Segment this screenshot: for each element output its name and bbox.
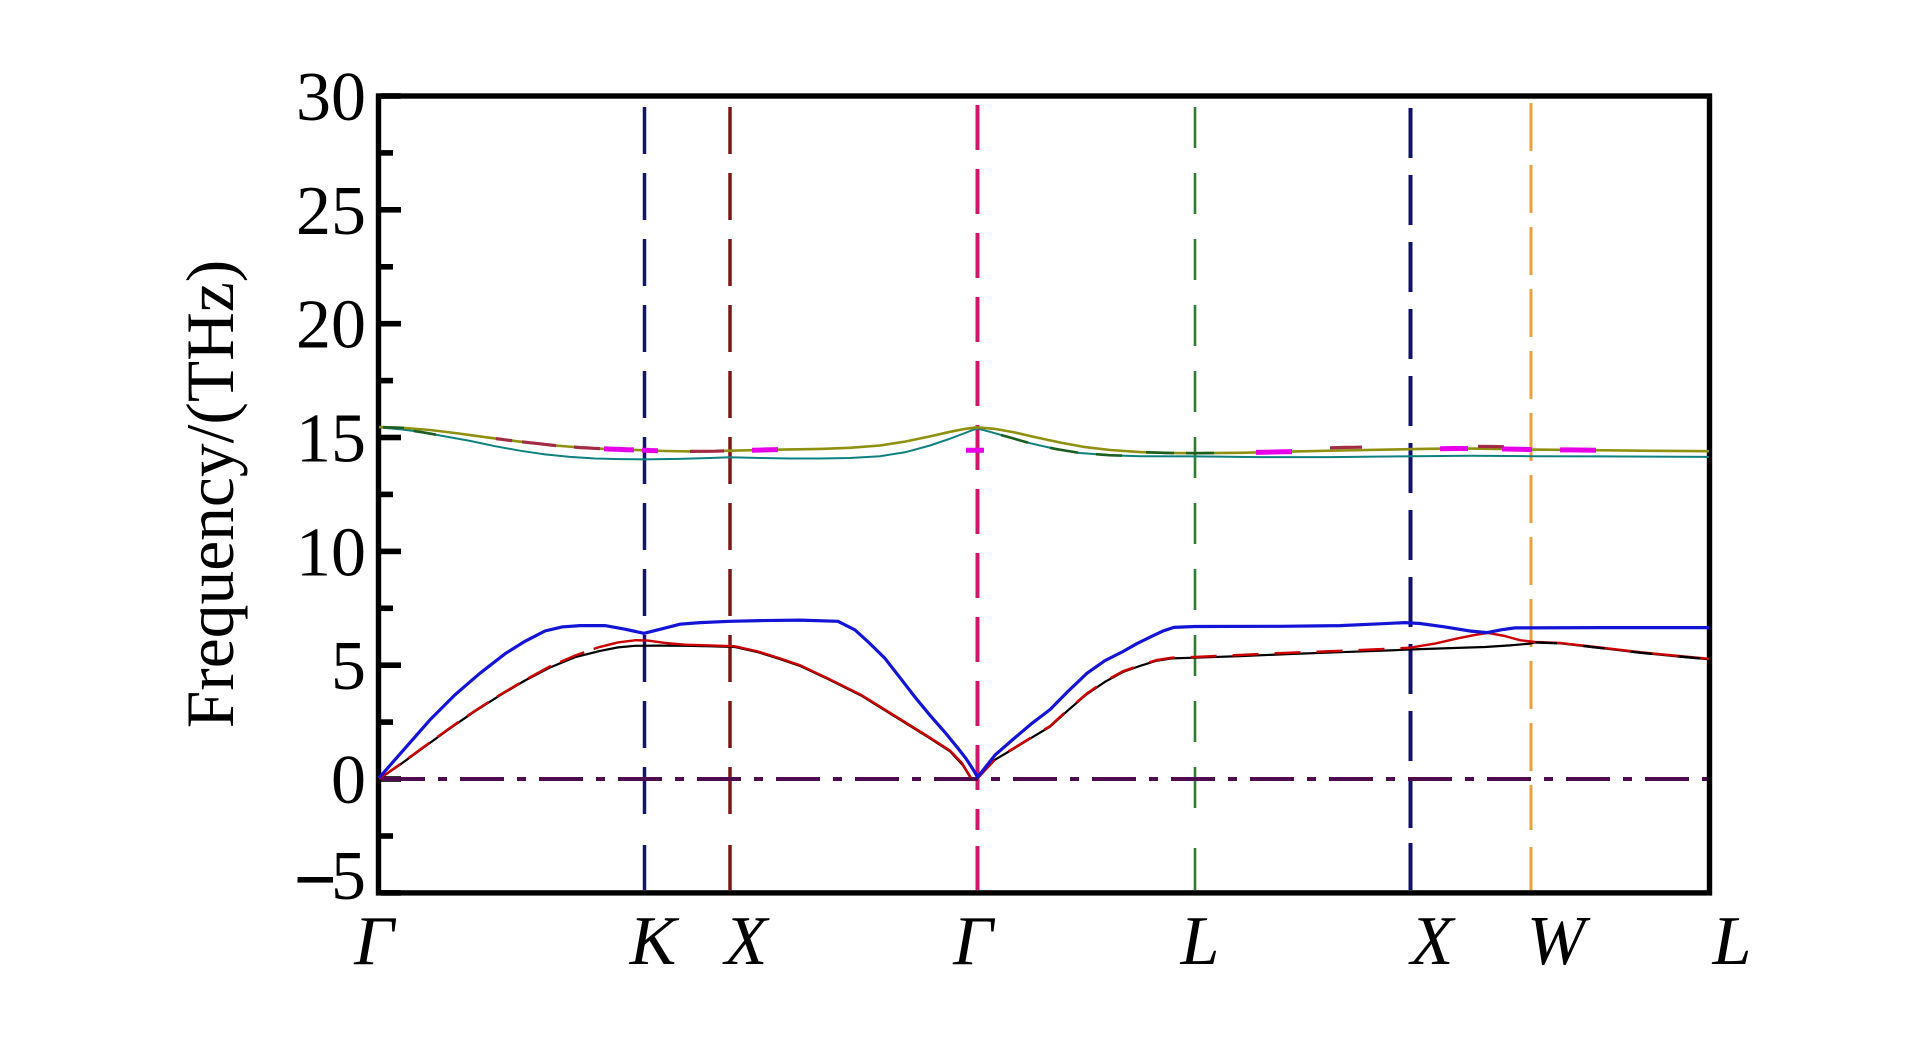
svg-text:0: 0 [331, 742, 366, 819]
svg-text:Γ: Γ [353, 903, 397, 980]
svg-text:20: 20 [296, 287, 366, 364]
svg-text:5: 5 [331, 838, 366, 915]
svg-text:W: W [1527, 903, 1591, 980]
svg-text:L: L [1712, 903, 1752, 980]
svg-text:K: K [629, 903, 680, 980]
svg-text:Γ: Γ [952, 903, 996, 980]
svg-text:10: 10 [296, 514, 366, 591]
svg-text:5: 5 [331, 628, 366, 705]
svg-text:X: X [722, 903, 771, 980]
svg-text:L: L [1180, 903, 1220, 980]
svg-text:15: 15 [296, 401, 366, 478]
svg-text:X: X [1408, 903, 1457, 980]
svg-text:Frequency/(THz): Frequency/(THz) [173, 260, 248, 729]
svg-text:25: 25 [296, 173, 366, 250]
svg-text:30: 30 [296, 59, 366, 136]
